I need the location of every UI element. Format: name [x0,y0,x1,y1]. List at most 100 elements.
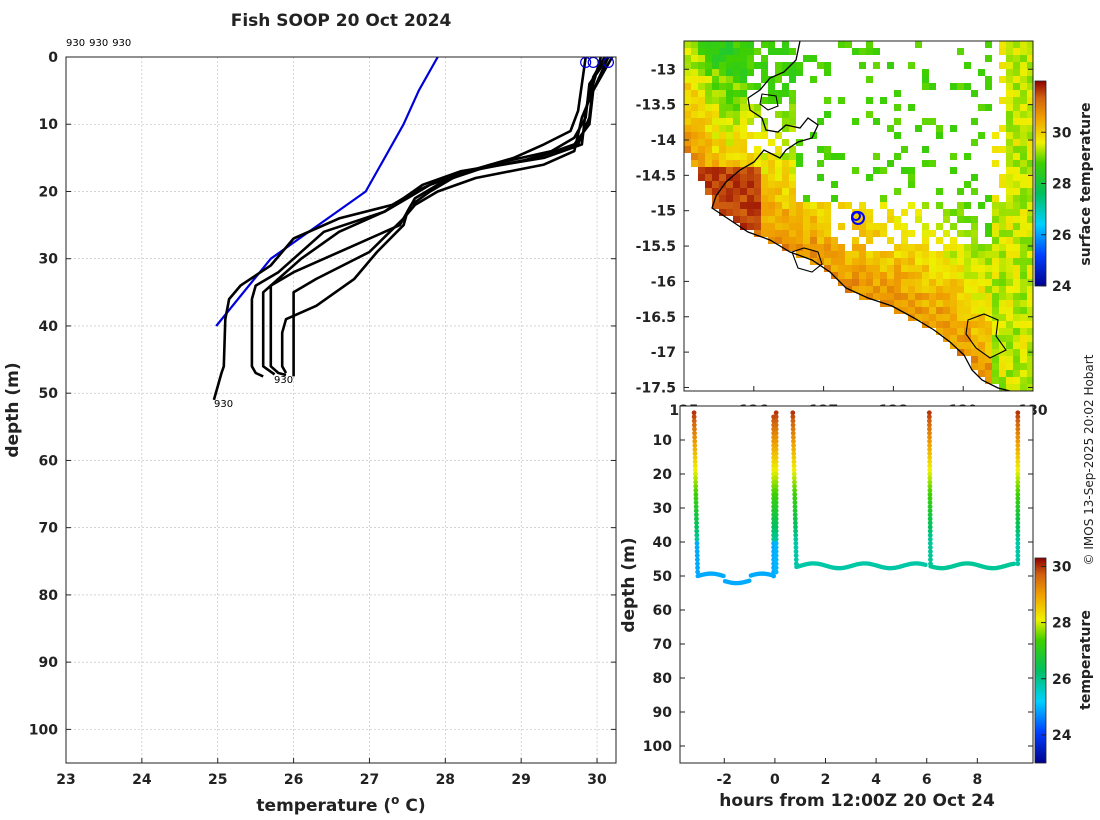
temperature-colorbar-ticks: 24 26 28 30 [1041,559,1072,744]
scatter-point [1015,545,1021,550]
map-sst-cell [901,167,908,174]
scatter-point [693,471,698,477]
map-sst-cell [733,83,740,90]
map-sst-cell [992,300,999,307]
map-sst-cell [782,160,789,167]
map-sst-cell [1006,167,1013,174]
map-sst-cell [817,146,824,153]
map-sst-cell [1013,349,1020,356]
map-sst-cell [957,188,964,195]
scatter-point [1015,475,1021,481]
scatter-point [791,447,797,452]
map-sst-cell [782,174,789,181]
map-sst-cell [1006,377,1013,384]
map-sst-cell [684,41,691,48]
scatter-ticks: -2 0 2 4 6 8 10 20 30 40 50 60 70 80 90 100 [643,433,1033,788]
profile-x-label: temperature (o C) [256,793,425,816]
scatter-point [773,459,779,465]
map-sst-cell [985,349,992,356]
map-sst-cell [873,293,880,300]
map-sst-cell [957,307,964,314]
map-sst-cell [740,167,747,174]
map-sst-cell [1006,209,1013,216]
scatter-point [773,434,779,440]
map-sst-cell [992,377,999,384]
map-sst-cell [915,272,922,279]
map-sst-cell [971,230,978,237]
map-sst-cell [992,314,999,321]
map-sst-cell [684,125,691,132]
map-sst-cell [866,223,873,230]
profile-y-tick-label: 70 [39,521,59,537]
map-sst-cell [733,167,740,174]
map-sst-cell [999,335,1006,342]
map-sst-cell [796,237,803,244]
map-sst-cell [705,167,712,174]
scatter-point [773,524,779,530]
map-sst-cell [929,272,936,279]
map-sst-cell [1013,90,1020,97]
map-sst-cell [922,258,929,265]
map-sst-cell [999,258,1006,265]
map-sst-cell [754,132,761,139]
map-sst-cell [691,48,698,55]
scatter-point [1015,540,1021,546]
scatter-point [927,463,933,469]
map-sst-cell [817,174,824,181]
map-sst-cell [719,111,726,118]
map-sst-cell [845,279,852,286]
scatter-point [793,557,799,563]
map-sst-cell [782,62,789,69]
map-sst-cell [943,265,950,272]
map-sst-cell [887,216,894,223]
map-y-tick-label: -17.5 [636,380,676,396]
scatter-point [693,512,699,518]
map-sst-cell [915,41,922,48]
map-sst-cell [1020,90,1027,97]
map-sst-cell [929,314,936,321]
map-sst-cell [796,251,803,258]
map-sst-cell [1027,251,1033,258]
map-sst-cell [873,258,880,265]
map-sst-cell [698,125,705,132]
map-sst-cell [1020,335,1027,342]
map-sst-cell [992,265,999,272]
map-sst-cell [985,335,992,342]
map-sst-cell [789,230,796,237]
map-sst-cell [684,83,691,90]
map-sst-cell [705,97,712,104]
map-sst-cell [985,251,992,258]
map-sst-cell [733,90,740,97]
profile-y-tick-label: 20 [39,184,59,200]
map-sst-cell [894,286,901,293]
map-sst-cell [936,293,943,300]
map-sst-cell [894,293,901,300]
map-sst-cell [887,279,894,286]
map-sst-cell [985,286,992,293]
scatter-point [1015,451,1021,456]
map-sst-cell [985,370,992,377]
map-sst-cell [852,272,859,279]
map-sst-cell [810,223,817,230]
map-sst-cell [929,265,936,272]
map-sst-cell [831,244,838,251]
map-sst-cell [761,153,768,160]
map-sst-cell [684,146,691,153]
temperature-colorbar-tick-label: 30 [1052,559,1072,575]
map-sst-cell [964,335,971,342]
map-sst-cell [999,237,1006,244]
map-sst-cell [894,104,901,111]
map-sst-cell [691,111,698,118]
map-sst-cell [712,62,719,69]
scatter-point [927,532,933,538]
map-sst-cell [971,307,978,314]
map-sst-cell [782,69,789,76]
map-sst-cell [1020,48,1027,55]
map-sst-cell [782,41,789,48]
map-sst-cell [698,83,705,90]
map-sst-cell [1027,209,1033,216]
map-sst-cell [698,132,705,139]
map-sst-cell [1027,174,1033,181]
map-sst-cell [803,223,810,230]
map-sst-cell [999,272,1006,279]
